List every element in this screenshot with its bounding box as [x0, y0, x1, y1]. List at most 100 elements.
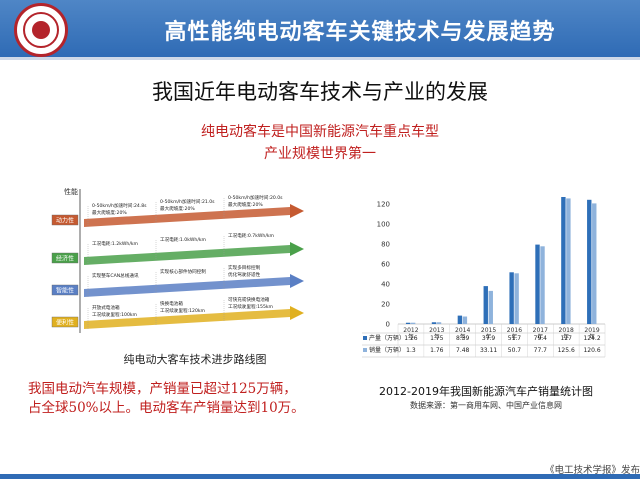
data-label: 33.11	[480, 347, 497, 354]
roadmap-arrow-head	[290, 242, 304, 256]
data-label: 37.9	[482, 335, 496, 342]
bar	[509, 272, 514, 324]
x-tick-label-suffix: 年	[434, 333, 440, 341]
chart-title: 2012-2019年我国新能源汽车产销量统计图	[379, 385, 593, 398]
bar	[431, 322, 437, 324]
y-tick-label: 100	[377, 221, 390, 229]
technology-roadmap-diagram: 性能 动力性0-50km/h加速时间:24.8s最大爬坡度:20%0-50km/…	[51, 187, 304, 333]
x-tick-label-suffix: 年	[563, 333, 569, 341]
roadmap-row-label: 经济性	[56, 255, 74, 263]
data-label: 1.75	[430, 335, 444, 342]
slide-title: 高性能纯电动客车关键技术与发展趋势	[164, 20, 556, 45]
legend-swatch	[363, 336, 367, 340]
data-label: 8.39	[456, 335, 470, 342]
y-tick-label: 60	[381, 261, 390, 269]
roadmap-row-label-box	[51, 252, 79, 264]
roadmap-stage-text: 工况续驶里程:120km	[160, 307, 206, 314]
roadmap-stage-text: 实现多目标控制	[228, 264, 261, 271]
bar	[457, 315, 463, 324]
bar	[540, 246, 545, 324]
data-label: 124.2	[583, 335, 600, 342]
roadmap-row-label-box	[51, 214, 79, 226]
summary-line-1: 我国电动汽车规模，产销量已超过125万辆，	[28, 381, 297, 397]
roadmap-stage-text: 优化驾驶舒适性	[228, 271, 261, 278]
y-tick-label: 80	[381, 241, 390, 249]
roadmap-stage-text: 工况续驶里程:155km	[228, 303, 274, 310]
roadmap-row-label-box	[51, 316, 79, 328]
roadmap-band	[84, 245, 290, 265]
roadmap-stage-text: 0-50km/h加速时间:21.0s	[160, 198, 215, 205]
bar	[561, 197, 566, 324]
roadmap-row-label-box	[51, 284, 79, 296]
roadmap-stage-text: 0-50km/h加速时间:20.0s	[228, 194, 283, 201]
summary-text: 我国电动汽车规模，产销量已超过125万辆， 占全球50%以上。电动客车产销量达到…	[28, 380, 358, 418]
y-tick-label: 0	[386, 321, 390, 329]
highlight-line-2: 产业规模世界第一	[264, 146, 376, 162]
bar	[592, 203, 597, 324]
summary-line-2: 占全球50%以上。电动客车产销量达到10万。	[28, 400, 305, 416]
x-tick-label: 2016	[507, 327, 522, 334]
section-title: 我国近年电动客车技术与产业的发展	[152, 80, 488, 104]
data-label: 77.7	[534, 347, 548, 354]
data-label: 7.48	[456, 347, 470, 354]
x-tick-label: 2017	[533, 327, 548, 334]
x-tick-label: 2019	[584, 327, 599, 334]
x-tick-label-suffix: 年	[408, 333, 414, 341]
y-tick-label: 40	[381, 281, 390, 289]
logo-ring	[23, 12, 59, 48]
legend-swatch	[363, 348, 367, 352]
x-tick-label: 2015	[481, 327, 496, 334]
bar	[436, 322, 442, 324]
roadmap-row-label: 智能性	[56, 287, 74, 295]
data-label: 1.26	[404, 335, 418, 342]
roadmap-arrow-head	[290, 274, 304, 288]
footer-bar	[0, 474, 640, 479]
bar	[488, 290, 493, 324]
legend-label: 销量（万辆）	[369, 346, 405, 354]
data-label: 125.6	[558, 347, 575, 354]
data-label: 1.76	[430, 347, 444, 354]
y-tick-label: 120	[377, 201, 390, 209]
roadmap-row-label: 便利性	[56, 319, 74, 327]
footer-publisher: 《电工技术学报》发布	[544, 465, 640, 476]
roadmap-band	[84, 277, 290, 297]
roadmap-stage-text: 最大爬坡度:20%	[160, 205, 195, 212]
bar	[566, 198, 571, 324]
bar	[483, 286, 488, 324]
chart-source: 数据来源：第一商用车网、中国产业信息网	[410, 401, 562, 410]
header-banner: 高性能纯电动客车关键技术与发展趋势	[0, 0, 640, 60]
roadmap-stage-text: 最大爬坡度:20%	[92, 209, 127, 216]
x-tick-label-suffix: 年	[460, 333, 466, 341]
bar	[405, 322, 411, 324]
roadmap-stage-text: 开放式电池箱	[92, 304, 120, 311]
logo-emblem-icon	[32, 21, 50, 39]
data-label: 50.7	[508, 347, 522, 354]
sales-bar-chart: 0204060801001202012年2013年2014年2015年2016年…	[362, 197, 606, 358]
roadmap-band	[84, 309, 290, 329]
data-label: 79.4	[534, 335, 548, 342]
roadmap-stage-text: 实现核心部件协同控制	[160, 268, 206, 275]
highlight-line-1: 纯电动客车是中国新能源汽车重点车型	[201, 124, 439, 140]
roadmap-stage-text: 工况电耗:0.7kWh/km	[228, 232, 275, 239]
data-label: 127	[560, 335, 572, 342]
x-tick-label-suffix: 年	[511, 333, 517, 341]
bar	[514, 273, 519, 324]
roadmap-arrow-head	[290, 204, 304, 218]
roadmap-stage-text: 工况续驶里程:100km	[92, 311, 138, 318]
roadmap-row-label: 动力性	[56, 217, 74, 225]
data-label: 1.3	[406, 347, 416, 354]
data-label: 51.7	[508, 335, 522, 342]
roadmap-stage-text: 快换电池箱	[160, 300, 183, 307]
y-tick-label: 20	[381, 301, 390, 309]
x-tick-label-suffix: 年	[589, 333, 595, 341]
bar	[410, 322, 416, 324]
x-tick-label-suffix: 年	[537, 333, 543, 341]
roadmap-stage-text: 实现整车CAN总线通讯	[92, 272, 139, 279]
data-label: 120.6	[583, 347, 600, 354]
bar	[462, 316, 468, 324]
roadmap-band	[84, 207, 290, 227]
roadmap-axis-label: 性能	[64, 187, 78, 196]
roadmap-caption: 纯电动大客车技术进步路线图	[123, 353, 267, 366]
university-logo	[14, 3, 68, 57]
x-tick-label: 2012	[403, 327, 418, 334]
